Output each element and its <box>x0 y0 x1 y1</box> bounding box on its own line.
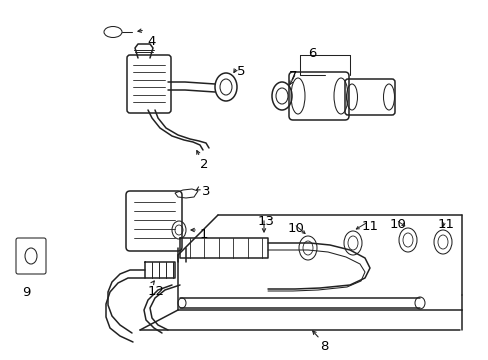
Text: 12: 12 <box>148 285 164 298</box>
Text: 1: 1 <box>200 228 208 241</box>
Text: 10: 10 <box>287 222 304 235</box>
Text: 2: 2 <box>200 158 208 171</box>
Text: 10: 10 <box>389 218 406 231</box>
Text: 7: 7 <box>288 70 297 83</box>
Text: 13: 13 <box>258 215 274 228</box>
Text: 5: 5 <box>237 65 245 78</box>
Text: 9: 9 <box>22 286 30 299</box>
Text: 6: 6 <box>307 47 316 60</box>
Text: 4: 4 <box>147 35 155 48</box>
Text: 11: 11 <box>361 220 378 233</box>
Text: 11: 11 <box>437 218 454 231</box>
Text: 3: 3 <box>202 185 210 198</box>
Text: 8: 8 <box>319 340 328 353</box>
